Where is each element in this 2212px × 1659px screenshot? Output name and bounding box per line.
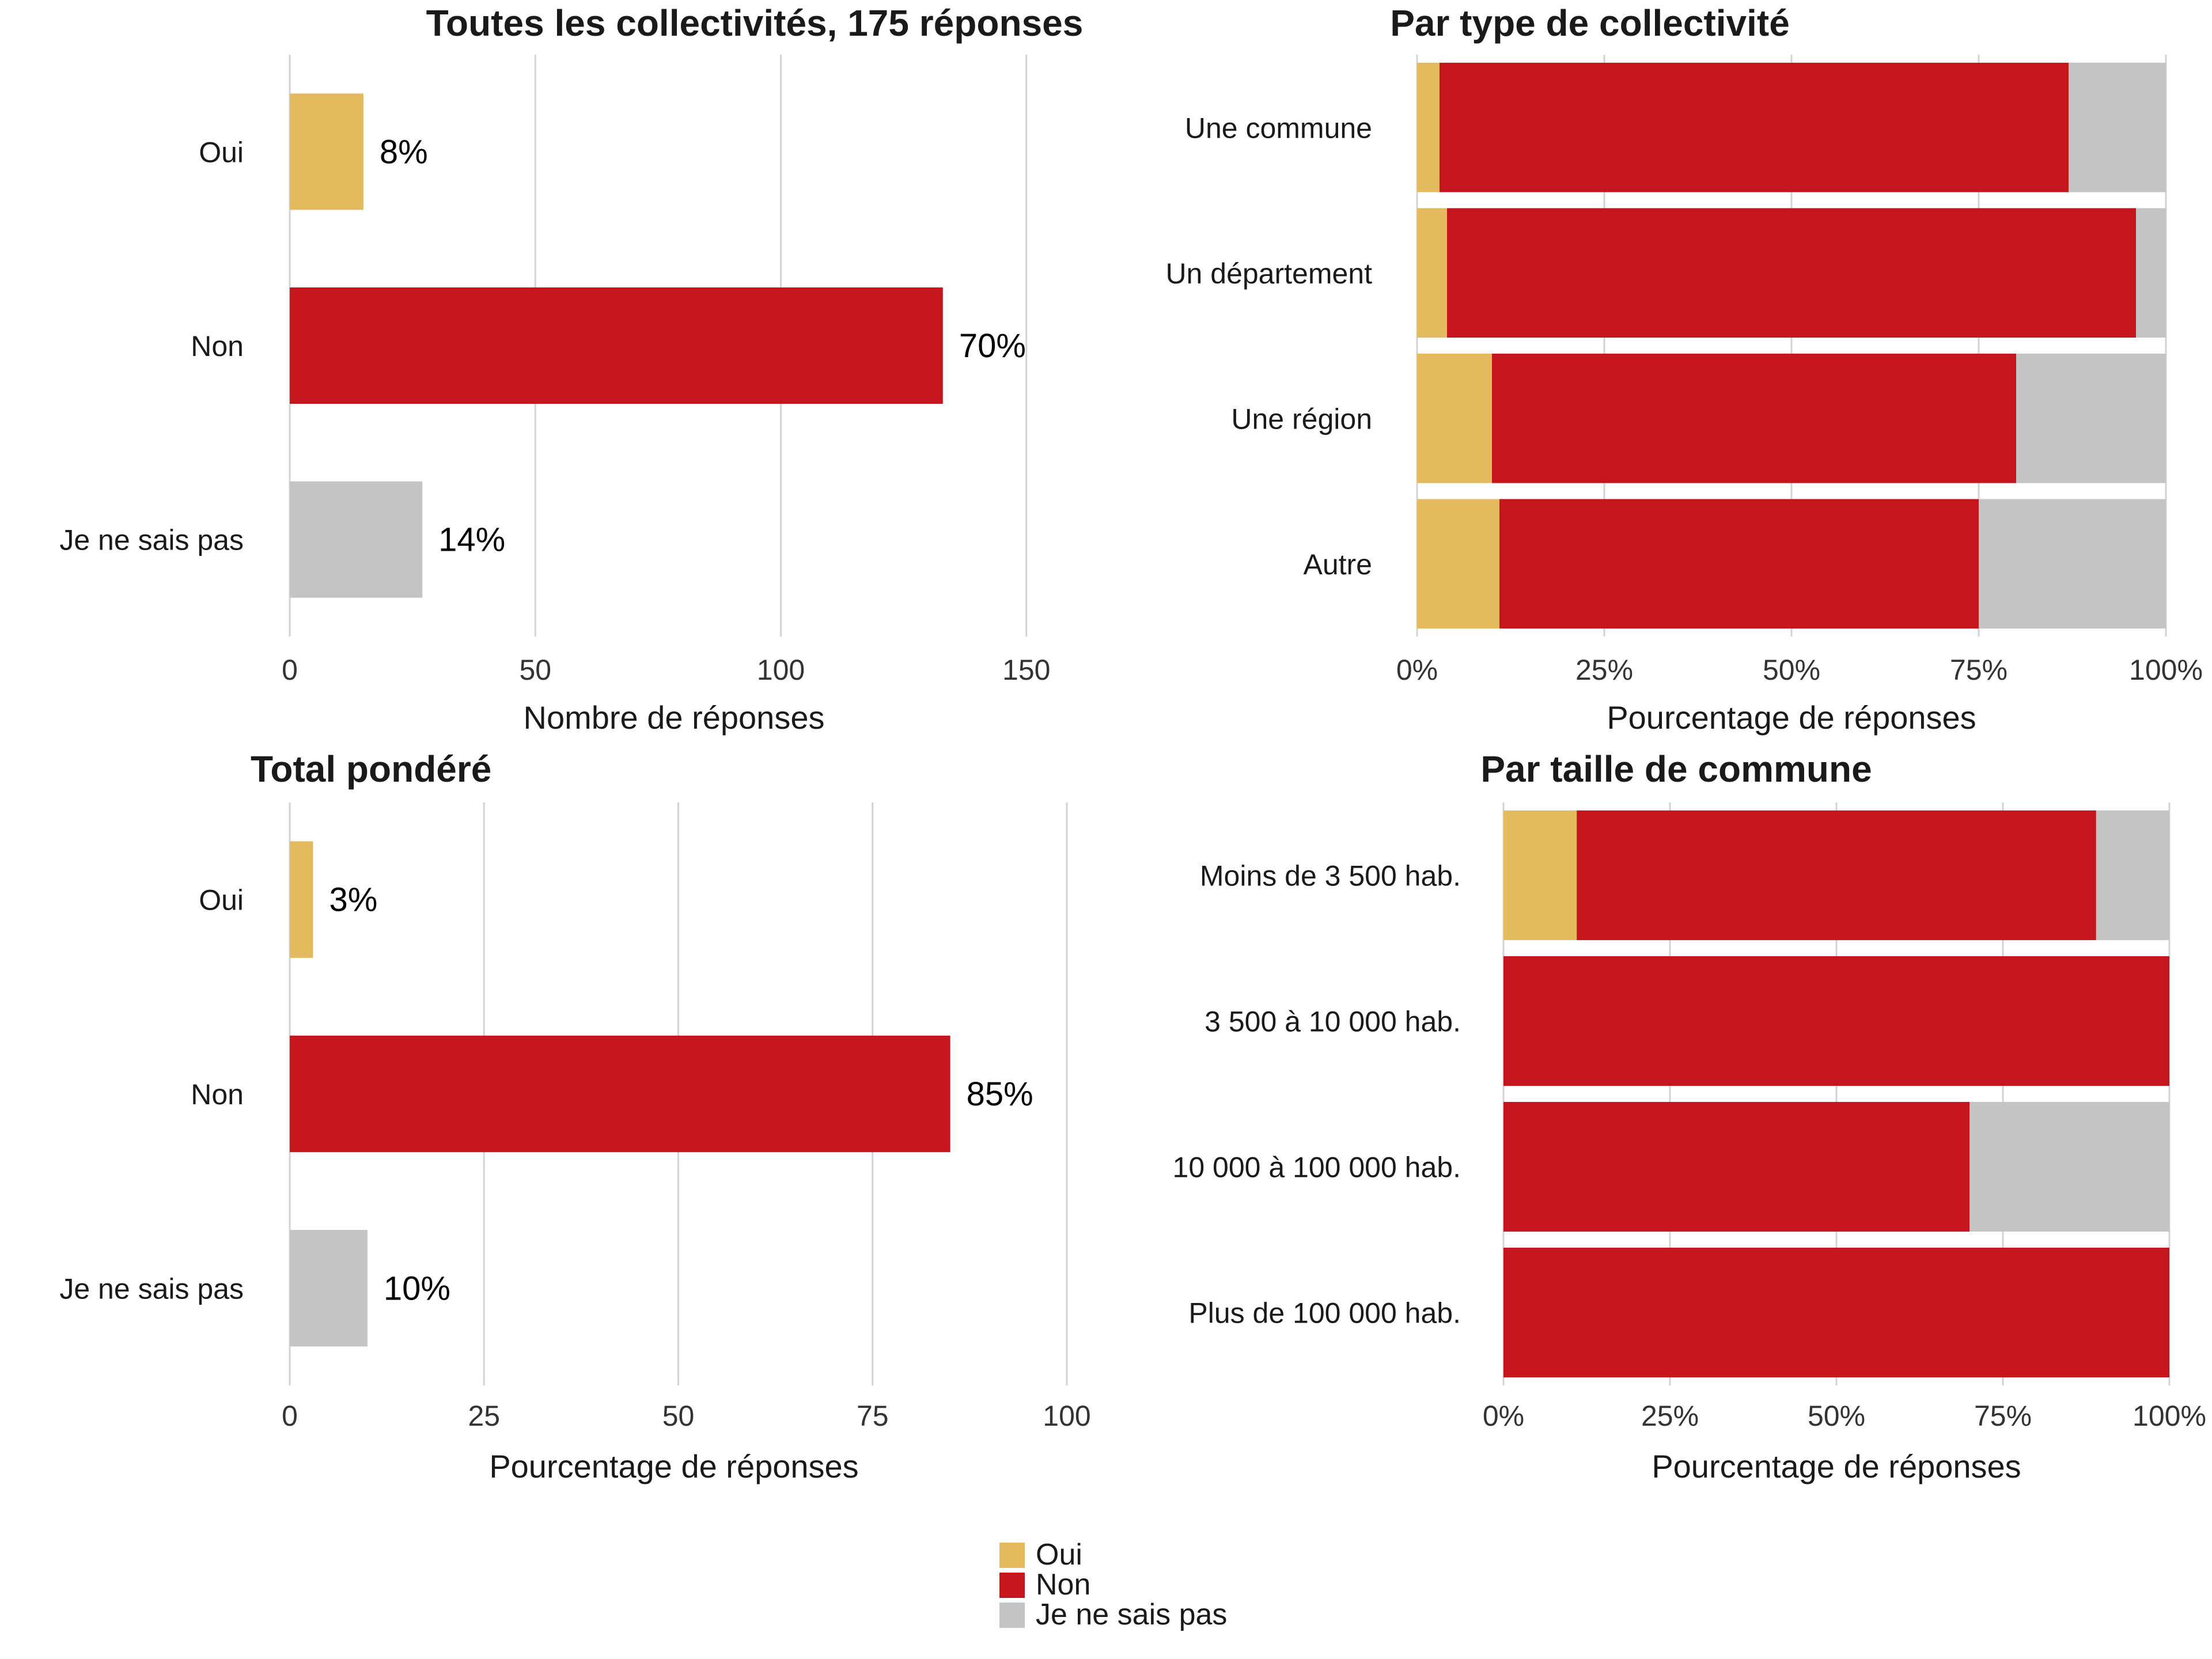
category-label: Non — [191, 330, 244, 362]
x-axis-label: Pourcentage de réponses — [1607, 699, 1976, 736]
tick-label: 50 — [519, 654, 551, 686]
bar-segment-non — [1447, 208, 2136, 338]
bar-segment-non — [1499, 499, 1979, 629]
bar-segment-oui — [1417, 499, 1499, 629]
data-label: 14% — [438, 521, 505, 559]
panel-toutes-collectivites: 8% Oui 70% Non 14% Je ne sais pas 0 50 100 150 Nom… — [59, 2, 1083, 736]
bar-segment-non — [1440, 62, 2069, 192]
bar-segment-je-ne-sais-pas — [1969, 1101, 2169, 1232]
tick-label: 25% — [1641, 1400, 1699, 1432]
bar-segment-je-ne-sais-pas — [2136, 208, 2166, 338]
legend-swatch-non — [999, 1573, 1025, 1598]
category-label: Non — [191, 1078, 244, 1111]
category-label: 10 000 à 100 000 hab. — [1173, 1152, 1461, 1184]
category-label: Oui — [199, 136, 244, 168]
bar-oui — [290, 841, 313, 958]
bar-je-ne-sais-pas — [290, 481, 423, 598]
bar-segment-je-ne-sais-pas — [1979, 499, 2166, 629]
x-axis-label: Pourcentage de réponses — [489, 1448, 858, 1484]
category-label: Autre — [1303, 548, 1372, 581]
data-label: 10% — [384, 1270, 450, 1307]
tick-label: 0% — [1396, 654, 1438, 686]
tick-label: 75% — [1974, 1400, 2032, 1432]
tick-label: 0 — [282, 654, 298, 686]
legend-label: Je ne sais pas — [1036, 1598, 1227, 1631]
tick-label: 0% — [1483, 1400, 1524, 1432]
bar-oui — [290, 93, 363, 210]
tick-label: 50% — [1763, 654, 1820, 686]
category-label: Un département — [1165, 257, 1372, 290]
bar-segment-non — [1492, 353, 2016, 483]
category-label: Une région — [1231, 403, 1372, 435]
tick-label: 25% — [1575, 654, 1633, 686]
panel-par-type: Une commune Un département Une région Autre… — [1165, 2, 2202, 736]
bar-segment-oui — [1417, 208, 1447, 338]
category-label: Oui — [199, 884, 244, 916]
data-label: 85% — [967, 1075, 1033, 1113]
tick-label: 100 — [1043, 1400, 1090, 1432]
tick-label: 75 — [857, 1400, 889, 1432]
bar-non — [290, 1035, 950, 1153]
bar-segment-oui — [1417, 62, 1440, 192]
legend-swatch-je-ne-sais-pas — [999, 1603, 1025, 1628]
tick-label: 50 — [662, 1400, 695, 1432]
legend-swatch-oui — [999, 1543, 1025, 1568]
tick-label: 100% — [2133, 1400, 2206, 1432]
category-label: Une commune — [1185, 112, 1372, 144]
bar-segment-non — [1577, 810, 2096, 941]
panel-par-taille: Moins de 3 500 hab. 3 500 à 10 000 hab. 10… — [1173, 748, 2206, 1484]
data-label: 70% — [959, 327, 1026, 365]
bar-segment-je-ne-sais-pas — [2016, 353, 2166, 483]
category-label: 3 500 à 10 000 hab. — [1205, 1006, 1461, 1038]
category-label: Plus de 100 000 hab. — [1188, 1297, 1461, 1330]
panel-total-pondere: 3% Oui 85% Non 10% Je ne sais pas 0 25 50 75 100 Po… — [59, 748, 1090, 1484]
bar-segment-non — [1503, 1101, 1970, 1232]
panel-title: Total pondéré — [251, 748, 491, 790]
tick-label: 150 — [1002, 654, 1050, 686]
category-label: Moins de 3 500 hab. — [1200, 860, 1461, 892]
bar-segment-oui — [1417, 353, 1492, 483]
tick-label: 50% — [1808, 1400, 1865, 1432]
legend-label: Non — [1036, 1568, 1090, 1601]
bar-segment-je-ne-sais-pas — [2096, 810, 2169, 941]
bar-non — [290, 287, 943, 404]
tick-label: 100 — [757, 654, 805, 686]
category-label: Je ne sais pas — [59, 524, 244, 556]
panel-title: Par taille de commune — [1480, 748, 1872, 790]
bar-segment-oui — [1503, 810, 1577, 941]
bar-je-ne-sais-pas — [290, 1230, 368, 1347]
data-label: 8% — [380, 133, 428, 171]
tick-label: 0 — [282, 1400, 298, 1432]
panel-title: Toutes les collectivités, 175 réponses — [426, 2, 1084, 44]
x-axis-label: Nombre de réponses — [524, 699, 825, 736]
tick-label: 75% — [1950, 654, 2008, 686]
bar-segment-je-ne-sais-pas — [2069, 62, 2166, 192]
bar-segment-non — [1503, 1247, 2169, 1378]
bar-segment-non — [1503, 956, 2169, 1086]
data-label: 3% — [329, 881, 377, 919]
tick-label: 100% — [2129, 654, 2203, 686]
tick-label: 25 — [468, 1400, 500, 1432]
panel-title: Par type de collectivité — [1390, 2, 1790, 44]
legend-label: Oui — [1036, 1538, 1082, 1571]
x-axis-label: Pourcentage de réponses — [1652, 1448, 2021, 1484]
category-label: Je ne sais pas — [59, 1272, 244, 1305]
